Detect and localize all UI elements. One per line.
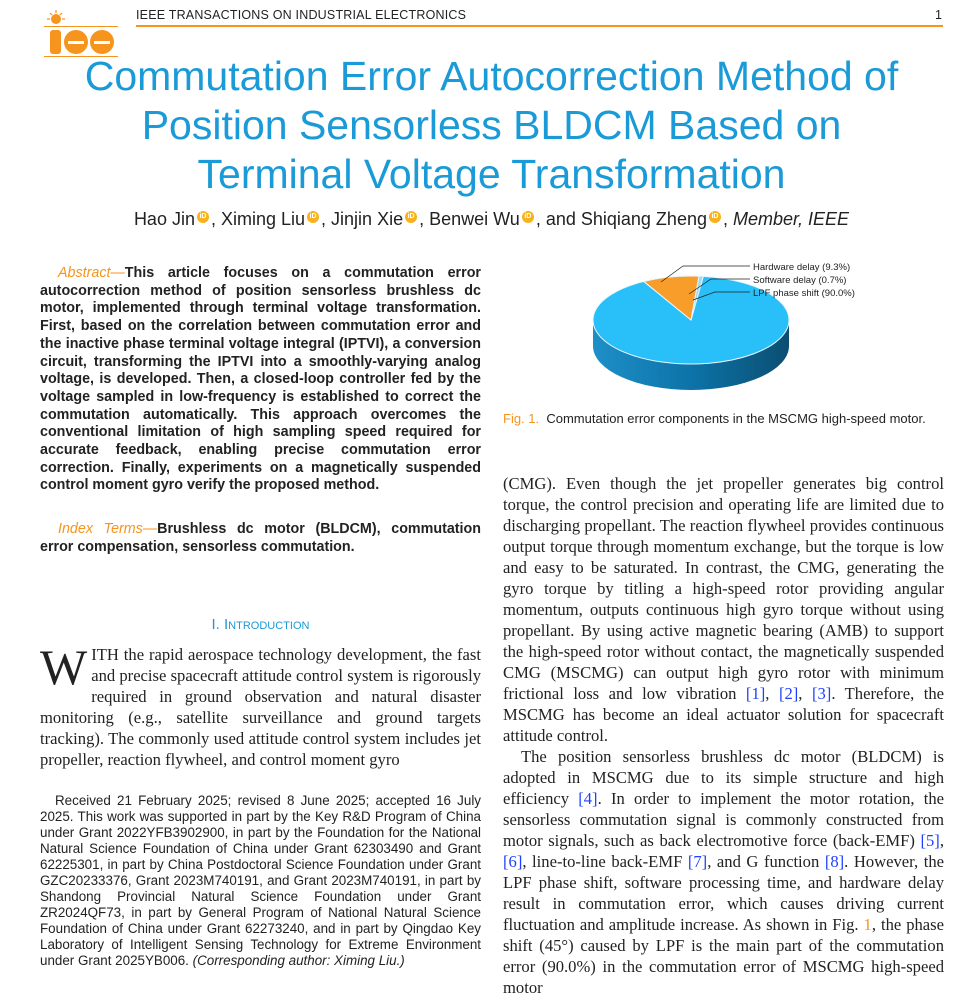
- pie-label: Hardware delay (9.3%): [753, 262, 850, 273]
- author-name: Benwei Wu: [429, 209, 520, 229]
- index-terms-label: Index Terms—: [58, 521, 158, 537]
- orcid-icon[interactable]: iD: [196, 211, 209, 223]
- caption-text: Commutation error components in the MSCM…: [546, 411, 926, 426]
- abstract-label: Abstract—: [58, 265, 125, 281]
- orcid-icon[interactable]: iD: [708, 211, 721, 223]
- citation-link[interactable]: [3]: [811, 684, 832, 703]
- paragraph-text: The position sensorless brushless dc mot…: [503, 747, 944, 808]
- paragraph-text: , and G function: [707, 852, 825, 871]
- orcid-icon[interactable]: iD: [405, 211, 418, 223]
- page-number: 1: [935, 8, 942, 22]
- index-terms-text: Brushless dc motor (BLDCM), commutation …: [40, 521, 482, 555]
- paragraph-text: , line-to-line back-EMF: [522, 852, 688, 871]
- figure-caption: Fig. 1. Commutation error components in …: [503, 411, 943, 427]
- citation-link[interactable]: [2]: [778, 684, 799, 703]
- citation-link[interactable]: [7]: [687, 852, 708, 871]
- author-separator: , and: [535, 209, 581, 229]
- orcid-icon[interactable]: iD: [521, 211, 534, 223]
- paragraph-text: . In order to implement the motor rotati…: [503, 789, 944, 850]
- drop-cap: W: [40, 639, 88, 695]
- title-line: Position Sensorless BLDCM Based on: [141, 102, 842, 148]
- author-name: Jinjin Xie: [331, 209, 404, 229]
- author-list: Hao Jin iD, Ximing Liu iD, Jinjin Xie iD, B…: [40, 209, 943, 230]
- citation-link[interactable]: [6]: [503, 852, 523, 871]
- figure-link[interactable]: 1: [863, 915, 872, 934]
- title-line: Terminal Voltage Transformation: [197, 151, 786, 197]
- pie-slice-software-delay: [690, 275, 704, 321]
- citation-link[interactable]: [5]: [920, 831, 940, 850]
- pie-label: LPF phase shift (90.0%): [753, 288, 855, 299]
- abstract: Abstract—This article focuses on a commu…: [40, 265, 481, 495]
- author-separator: ,: [722, 209, 733, 229]
- index-terms: Index Terms—Brushless dc motor (BLDCM), …: [40, 521, 481, 556]
- author-name: Shiqiang Zheng: [580, 209, 707, 229]
- pie-chart: Hardware delay (9.3%) Software delay (0.7…: [592, 262, 855, 390]
- pie-label: Software delay (0.7%): [753, 275, 846, 286]
- paragraph-text: , the phase shift (45°) caused by LPF is…: [503, 915, 944, 997]
- orcid-icon[interactable]: iD: [307, 211, 320, 223]
- citation-link[interactable]: [4]: [578, 789, 598, 808]
- author-separator: ,: [321, 209, 332, 229]
- header-rule: [136, 25, 943, 27]
- footnote-text: Received 21 February 2025; revised 8 Jun…: [40, 793, 481, 968]
- section-heading: I. Introduction: [211, 616, 310, 633]
- journal-name: IEEE TRANSACTIONS ON INDUSTRIAL ELECTRON…: [136, 8, 467, 22]
- author-separator: ,: [210, 209, 221, 229]
- author-separator: ,: [419, 209, 430, 229]
- leader-line: [660, 265, 750, 283]
- right-column-text: (CMG). Even though the jet propeller gen…: [503, 474, 944, 997]
- paragraph-text: . However, the LPF phase shift, software…: [503, 852, 944, 934]
- author-name: Hao Jin: [133, 209, 195, 229]
- leader-line: [688, 278, 750, 295]
- intro-text: ITH the rapid aerospace technology devel…: [40, 645, 481, 769]
- abstract-text: This article focuses on a commutation er…: [40, 265, 481, 494]
- figure-label: Fig. 1.: [503, 411, 540, 426]
- footnote: Received 21 February 2025; revised 8 Jun…: [40, 793, 481, 969]
- leader-line: [692, 291, 750, 301]
- paragraph-text: (CMG). Even though the jet propeller gen…: [503, 474, 944, 703]
- citation-link[interactable]: [8]: [824, 852, 845, 871]
- citation-link[interactable]: [1]: [745, 684, 766, 703]
- intro-paragraph: W ITH the rapid aerospace technology deve…: [40, 639, 481, 770]
- paragraph-text: . Therefore, the MSCMG has become an ide…: [503, 684, 944, 745]
- corresponding-author: (Corresponding author: Ximing Liu.): [192, 953, 405, 968]
- author-name: Ximing Liu: [220, 209, 306, 229]
- paper-title: Commutation Error Autocorrection Method …: [40, 52, 943, 199]
- title-line: Commutation Error Autocorrection Method …: [84, 53, 899, 99]
- paragraph: The position sensorless brushless dc mot…: [503, 747, 944, 997]
- ies-logo: [44, 10, 118, 57]
- author-membership: Member, IEEE: [733, 209, 850, 229]
